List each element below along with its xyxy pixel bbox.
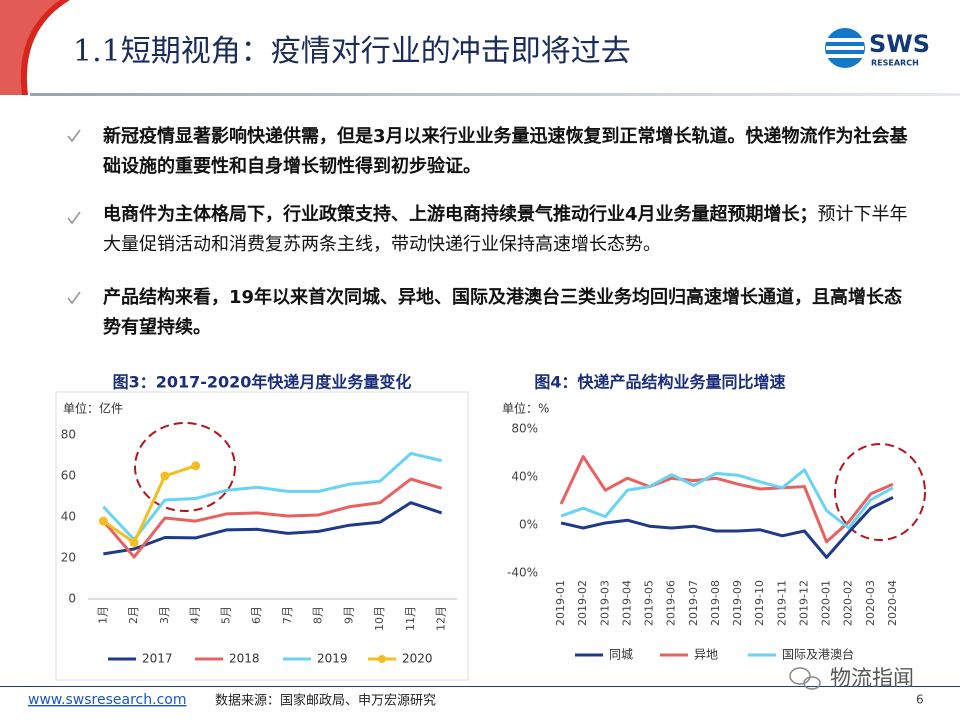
x-tick-label: 6月 (250, 606, 263, 624)
x-tick-label: 10月 (373, 606, 386, 631)
x-tick-label: 2020-04 (886, 580, 899, 626)
header-accent (0, 0, 70, 95)
watermark: 物流指闻 (789, 666, 914, 690)
x-tick-label: 12月 (435, 606, 448, 631)
y-tick-label: 40% (511, 470, 538, 484)
x-tick-label: 9月 (342, 606, 355, 624)
y-tick-label: 60 (61, 469, 76, 483)
x-tick-label: 2019-02 (576, 580, 589, 626)
x-tick-label: 2020-03 (864, 580, 877, 626)
logo: SWS RESEARCH (825, 28, 930, 68)
legend-label: 2018 (229, 652, 260, 666)
unit-label: 单位：% (502, 401, 549, 416)
watermark-text: 物流指闻 (830, 666, 914, 690)
y-tick-label: 80 (61, 428, 76, 442)
legend-label: 异地 (694, 648, 718, 662)
bullet: 产品结构来看，19年以来首次同城、异地、国际及港澳台三类业务均回归高速增长通道，… (103, 283, 913, 343)
series-line (560, 496, 894, 559)
x-tick-label: 2020-01 (820, 580, 833, 626)
legend-label: 2020 (402, 652, 433, 666)
y-tick-label: 0% (519, 518, 538, 532)
slide-title: 1.1短期视角：疫情对行业的冲击即将过去 (73, 34, 631, 69)
chart-title: 图3：2017-2020年快递月度业务量变化 (113, 373, 412, 392)
x-tick-label: 2019-03 (598, 580, 611, 626)
x-tick-label: 2019-10 (753, 580, 766, 626)
header-rule (30, 93, 960, 96)
bullet: 电商件为主体格局下，行业政策支持、上游电商持续景气推动行业4月业务量超预期增长；… (103, 200, 913, 260)
x-tick-label: 2019-09 (731, 580, 744, 626)
bullet-bold: 产品结构来看，19年以来首次同城、异地、国际及港澳台三类业务均回归高速增长通道，… (103, 287, 903, 338)
legend-label: 2017 (142, 652, 173, 666)
x-tick-label: 2019-06 (665, 580, 678, 626)
point (129, 538, 139, 548)
series-line (102, 464, 197, 545)
point (160, 471, 170, 481)
x-tick-label: 2019-04 (620, 580, 633, 626)
legend-label: 同城 (609, 648, 633, 662)
footer-rule (0, 686, 960, 687)
footer-link[interactable]: www.swsresearch.com (28, 692, 186, 708)
x-tick-label: 3月 (158, 606, 171, 624)
x-tick-label: 5月 (219, 606, 232, 624)
legend-label: 国际及港澳台 (782, 647, 854, 662)
x-tick-label: 2019-11 (775, 580, 788, 626)
y-tick-label: 20 (61, 551, 76, 565)
x-tick-label: 2月 (127, 606, 140, 624)
y-tick-label: -40% (507, 566, 538, 580)
x-tick-label: 2019-12 (797, 580, 810, 626)
y-tick-label: 40 (61, 510, 76, 524)
x-tick-label: 8月 (312, 606, 325, 624)
y-tick-label: 80% (511, 422, 538, 436)
page-number: 6 (916, 693, 924, 707)
series-line (102, 451, 442, 542)
footer-source: 数据来源：国家邮政局、申万宏源研究 (215, 693, 436, 709)
x-tick-label: 4月 (189, 606, 202, 624)
point (98, 516, 108, 526)
series-line (559, 455, 894, 544)
x-tick-label: 2020-02 (842, 580, 855, 626)
chart-title: 图4：快递产品结构业务量同比增速 (534, 373, 785, 392)
series-line (103, 501, 443, 556)
logo-text: SWS (869, 30, 930, 58)
x-tick-label: 2019-05 (643, 580, 656, 626)
bullet: 新冠疫情显著影响快递供需，但是3月以来行业业务量迅速恢复到正常增长轨道。快递物流… (103, 122, 913, 182)
chart-frame (55, 391, 469, 681)
x-tick-label: 11月 (404, 606, 417, 631)
x-tick-label: 2019-08 (709, 580, 722, 626)
legend-marker (378, 655, 386, 663)
bullet-bold: 新冠疫情显著影响快递供需，但是3月以来行业业务量迅速恢复到正常增长轨道。快递物流… (103, 126, 908, 177)
x-tick-label: 2019-07 (687, 580, 700, 626)
bullet-text: 预计下半年大量促销活动和消费复苏两条主线，带动快递行业保持高速增长态势。 (103, 204, 908, 255)
highlight-circle (834, 443, 926, 541)
check-icons (67, 129, 81, 305)
header-accent (0, 0, 60, 95)
x-tick-label: 2019-01 (554, 580, 567, 626)
legend-label: 2019 (317, 652, 348, 666)
series-line (560, 468, 894, 530)
x-tick-label: 1月 (96, 606, 109, 624)
bullet-bold: 电商件为主体格局下，行业政策支持、上游电商持续景气推动行业4月业务量超预期增长； (103, 204, 818, 225)
unit-label: 单位：亿件 (63, 401, 123, 416)
y-tick-label: 0 (68, 592, 76, 606)
series-line (102, 477, 443, 559)
point (191, 461, 201, 471)
x-tick-label: 7月 (281, 606, 294, 624)
logo-sub: RESEARCH (871, 59, 919, 68)
highlight-circle (134, 422, 236, 512)
